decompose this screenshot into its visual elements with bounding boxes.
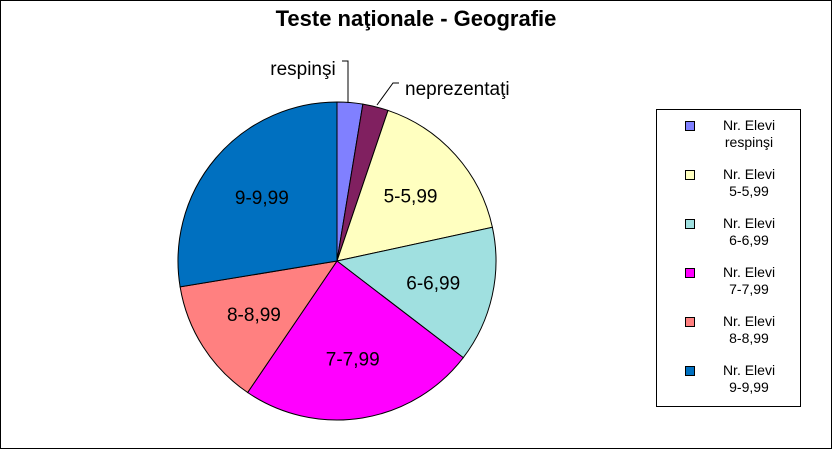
legend-text: Nr. Elevi respinşi bbox=[699, 117, 799, 151]
slice-label: 6-6,99 bbox=[406, 274, 460, 295]
legend-line1: Nr. Elevi bbox=[722, 117, 776, 133]
legend-item: Nr. Elevi 7-7,99 bbox=[657, 262, 800, 311]
legend-text: Nr. Elevi 9-9,99 bbox=[699, 362, 799, 396]
slice-label: neprezentaţi bbox=[405, 79, 510, 100]
legend-swatch bbox=[685, 121, 695, 131]
legend-line1: Nr. Elevi bbox=[722, 264, 776, 280]
pie-slice bbox=[246, 260, 464, 421]
legend-item: Nr. Elevi 6-6,99 bbox=[657, 213, 800, 262]
leader-line bbox=[342, 60, 349, 103]
legend-line2: 6-6,99 bbox=[729, 232, 769, 248]
legend-swatch bbox=[685, 170, 695, 180]
legend-line2: 7-7,99 bbox=[729, 281, 769, 297]
slice-label: 9-9,99 bbox=[235, 188, 289, 209]
legend-swatch bbox=[685, 366, 695, 376]
legend-line1: Nr. Elevi bbox=[722, 362, 776, 378]
pie-slice bbox=[336, 109, 493, 262]
leader-line bbox=[376, 82, 399, 106]
legend-line1: Nr. Elevi bbox=[722, 215, 776, 231]
legend-line1: Nr. Elevi bbox=[722, 166, 776, 182]
legend-text: Nr. Elevi 8-8,99 bbox=[699, 313, 799, 347]
legend-item: Nr. Elevi respinşi bbox=[657, 115, 800, 164]
slice-label: respinşi bbox=[270, 59, 335, 80]
legend-item: Nr. Elevi 9-9,99 bbox=[657, 360, 800, 409]
legend-line2: 5-5,99 bbox=[729, 183, 769, 199]
legend-text: Nr. Elevi 7-7,99 bbox=[699, 264, 799, 298]
legend-text: Nr. Elevi 6-6,99 bbox=[699, 215, 799, 249]
legend-swatch bbox=[685, 268, 695, 278]
slice-label: 5-5,99 bbox=[384, 186, 438, 207]
legend-item: Nr. Elevi 5-5,99 bbox=[657, 164, 800, 213]
legend-line2: respinşi bbox=[724, 134, 774, 150]
legend-line1: Nr. Elevi bbox=[722, 313, 776, 329]
legend-swatch bbox=[685, 317, 695, 327]
chart-title: Teste naţionale - Geografie bbox=[275, 6, 557, 31]
legend-text: Nr. Elevi 5-5,99 bbox=[699, 166, 799, 200]
legend: Nr. Elevi respinşi Nr. Elevi 5-5,99 Nr. El… bbox=[656, 109, 801, 407]
legend-swatch bbox=[685, 219, 695, 229]
legend-line2: 9-9,99 bbox=[729, 379, 769, 395]
slice-label: 8-8,99 bbox=[227, 305, 281, 326]
legend-line2: 8-8,99 bbox=[729, 330, 769, 346]
legend-item: Nr. Elevi 8-8,99 bbox=[657, 311, 800, 360]
pie-slice bbox=[335, 226, 497, 359]
pie-slice bbox=[177, 101, 338, 288]
slice-label: 7-7,99 bbox=[326, 349, 380, 370]
pie-slice bbox=[179, 260, 339, 394]
